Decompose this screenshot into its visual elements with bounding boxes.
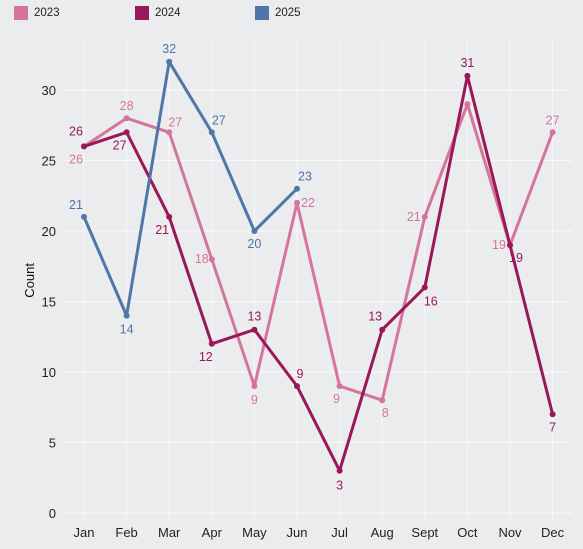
data-point-2024[interactable] <box>123 129 130 136</box>
data-point-2025[interactable] <box>123 312 130 319</box>
x-tick-label: Dec <box>541 525 565 540</box>
y-tick-label: 20 <box>42 224 56 239</box>
data-point-2024[interactable] <box>549 411 556 418</box>
data-label-2025: 27 <box>212 113 226 127</box>
data-label-2023: 26 <box>69 152 83 166</box>
data-label-2023: 21 <box>407 210 421 224</box>
data-point-2023[interactable] <box>379 397 386 404</box>
data-label-2024: 7 <box>549 420 556 434</box>
data-point-2023[interactable] <box>464 101 471 108</box>
data-label-2023: 18 <box>195 252 209 266</box>
legend-swatch-2024 <box>135 6 149 20</box>
data-label-2023: 22 <box>301 196 315 210</box>
data-label-2024: 19 <box>509 251 523 265</box>
data-label-2024: 13 <box>368 310 382 324</box>
data-point-2024[interactable] <box>507 242 513 249</box>
data-label-2023: 9 <box>251 393 258 407</box>
y-tick-label: 0 <box>49 506 56 521</box>
y-tick-label: 15 <box>42 295 56 310</box>
data-point-2023[interactable] <box>123 115 130 122</box>
data-label-2024: 12 <box>199 350 213 364</box>
axes: 0 5 10 15 20 25 30 Jan Feb Mar Apr May Jun Jul Aug Sept… <box>22 83 565 540</box>
data-label-2025: 32 <box>162 42 176 56</box>
legend-label-2024: 2024 <box>155 7 181 19</box>
grid-lines <box>64 40 572 520</box>
legend-swatch-2025 <box>255 6 269 20</box>
data-label-2024: 3 <box>336 479 343 493</box>
data-point-2025[interactable] <box>81 213 87 220</box>
y-axis-title: Count <box>22 263 37 298</box>
data-point-2024[interactable] <box>464 72 471 79</box>
x-tick-label: Oct <box>457 525 478 540</box>
x-tick-label: Sept <box>411 525 438 540</box>
data-label-2024: 16 <box>424 294 438 308</box>
x-tick-label: Aug <box>371 525 394 540</box>
data-point-2023[interactable] <box>549 129 556 136</box>
data-point-2023[interactable] <box>421 213 428 220</box>
data-label-2024: 13 <box>247 310 261 324</box>
data-point-2024[interactable] <box>208 340 215 347</box>
legend-item-2025[interactable]: 2025 <box>255 6 301 20</box>
legend-item-2023[interactable]: 2023 <box>14 6 60 20</box>
data-label-2023: 28 <box>120 99 134 113</box>
data-point-2024[interactable] <box>81 143 87 150</box>
data-label-2025: 21 <box>69 198 83 212</box>
data-label-2023: 8 <box>382 406 389 420</box>
data-point-2023[interactable] <box>336 383 343 390</box>
data-point-2025[interactable] <box>294 185 300 192</box>
data-label-2024: 27 <box>113 138 127 152</box>
series-lines <box>81 58 556 474</box>
data-point-2023[interactable] <box>208 256 215 263</box>
data-label-2025: 23 <box>298 170 312 184</box>
data-point-2025[interactable] <box>166 58 173 65</box>
data-label-2024: 26 <box>69 124 83 138</box>
x-tick-label: Jun <box>287 525 308 540</box>
data-label-2024: 21 <box>155 223 169 237</box>
data-point-2025[interactable] <box>208 129 215 136</box>
data-point-2023[interactable] <box>251 383 258 390</box>
data-point-2023[interactable] <box>166 129 173 136</box>
data-point-2024[interactable] <box>294 383 300 390</box>
data-labels: 26 28 27 18 9 22 9 8 21 19 27 26 27 21 12 13 9 3 13 16 31 19 7… <box>69 42 560 493</box>
data-point-2024[interactable] <box>251 326 258 333</box>
data-label-2024: 9 <box>297 367 304 381</box>
data-label-2025: 20 <box>247 237 261 251</box>
x-tick-label: Nov <box>498 525 522 540</box>
y-tick-label: 25 <box>42 154 56 169</box>
x-tick-label: May <box>242 525 267 540</box>
legend-swatch-2023 <box>14 6 28 20</box>
data-point-2025[interactable] <box>251 228 258 234</box>
data-point-2024[interactable] <box>336 467 343 474</box>
x-tick-label: Mar <box>158 525 181 540</box>
x-tick-label: Feb <box>115 525 137 540</box>
y-tick-label: 5 <box>49 436 56 451</box>
data-label-2023: 27 <box>546 113 560 127</box>
x-tick-label: Jan <box>74 525 95 540</box>
data-point-2024[interactable] <box>421 284 428 291</box>
data-label-2025: 14 <box>120 323 134 337</box>
data-point-2023[interactable] <box>294 199 300 206</box>
legend-label-2025: 2025 <box>275 7 301 19</box>
series-line-2024 <box>83 74 555 473</box>
legend-item-2024[interactable]: 2024 <box>135 6 181 20</box>
data-label-2023: 19 <box>492 238 506 252</box>
y-tick-label: 30 <box>42 83 56 98</box>
data-point-2024[interactable] <box>379 326 386 333</box>
data-label-2023: 27 <box>168 115 182 129</box>
x-tick-label: Jul <box>331 525 348 540</box>
y-tick-label: 10 <box>42 365 56 380</box>
x-tick-label: Apr <box>202 525 223 540</box>
series-line-2025 <box>82 60 299 318</box>
data-point-2024[interactable] <box>166 213 173 220</box>
data-label-2024: 31 <box>460 56 474 70</box>
data-label-2023: 9 <box>333 392 340 406</box>
legend-label-2023: 2023 <box>34 7 60 19</box>
series-line-2023 <box>83 102 555 402</box>
